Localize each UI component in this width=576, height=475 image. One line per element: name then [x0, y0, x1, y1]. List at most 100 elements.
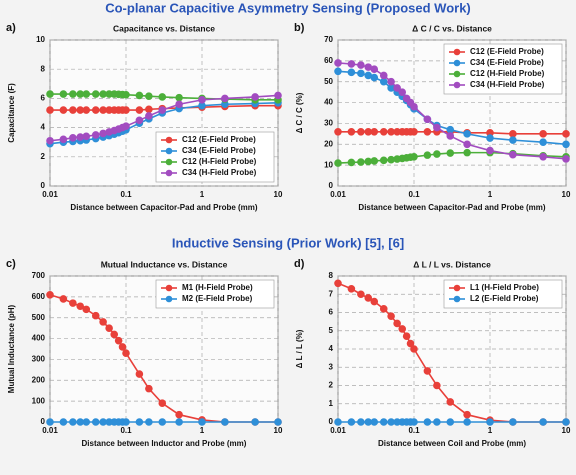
x-tick-label: 0.1: [120, 426, 132, 435]
data-point: [380, 72, 387, 79]
data-point: [176, 94, 183, 101]
data-point: [434, 151, 441, 158]
data-point: [92, 91, 99, 98]
y-tick-label: 300: [32, 355, 46, 364]
y-tick-label: 200: [32, 375, 46, 384]
data-point: [399, 326, 406, 333]
data-point: [540, 139, 547, 146]
data-point: [47, 91, 54, 98]
data-point: [424, 116, 431, 123]
y-tick-label: 0: [329, 181, 334, 190]
data-point: [371, 158, 378, 165]
section-title: Co-planar Capacitive Asymmetry Sensing (…: [105, 0, 471, 15]
y-tick-label: 0: [329, 417, 334, 426]
data-point: [123, 419, 130, 426]
data-point: [380, 78, 387, 85]
y-axis-label: Δ C / C (%): [295, 92, 304, 133]
data-point: [380, 306, 387, 313]
data-point: [70, 135, 77, 142]
panel-label: c): [6, 258, 16, 270]
data-point: [540, 154, 547, 161]
data-point: [275, 419, 282, 426]
data-point: [83, 306, 90, 313]
data-point: [335, 128, 342, 135]
data-point: [70, 300, 77, 307]
data-point: [371, 298, 378, 305]
y-axis-label: Mutual Inductance (pH): [7, 304, 16, 393]
y-tick-label: 70: [324, 35, 333, 44]
data-point: [403, 333, 410, 340]
y-tick-label: 50: [324, 77, 333, 86]
data-point: [60, 107, 67, 114]
data-point: [424, 128, 431, 135]
data-point: [159, 419, 166, 426]
y-tick-label: 0: [41, 181, 46, 190]
data-point: [60, 419, 67, 426]
data-point: [388, 313, 395, 320]
data-point: [159, 107, 166, 114]
data-point: [563, 131, 570, 138]
legend-label: C34 (H-Field Probe): [470, 80, 545, 89]
data-point: [464, 419, 471, 426]
y-tick-label: 600: [32, 292, 46, 301]
data-point: [358, 128, 365, 135]
x-tick-label: 1: [200, 426, 205, 435]
data-point: [146, 419, 153, 426]
data-point: [487, 147, 494, 154]
legend-marker: [454, 296, 461, 303]
data-point: [434, 382, 441, 389]
data-point: [348, 61, 355, 68]
data-point: [159, 94, 166, 101]
data-point: [380, 157, 387, 164]
data-point: [365, 295, 372, 302]
data-point: [92, 312, 99, 319]
data-point: [60, 91, 67, 98]
data-point: [358, 62, 365, 69]
data-point: [464, 411, 471, 418]
data-point: [136, 419, 143, 426]
data-point: [380, 419, 387, 426]
data-point: [100, 319, 107, 326]
data-point: [111, 331, 118, 338]
data-point: [123, 123, 130, 130]
data-point: [434, 124, 441, 131]
y-tick-label: 6: [41, 94, 46, 103]
data-point: [47, 291, 54, 298]
section-title: Inductive Sensing (Prior Work) [5], [6]: [172, 235, 404, 250]
data-point: [335, 160, 342, 167]
x-tick-label: 10: [562, 190, 571, 199]
legend-label: C12 (E-Field Probe): [182, 135, 256, 144]
data-point: [70, 419, 77, 426]
data-point: [388, 78, 395, 85]
data-point: [119, 344, 126, 351]
legend-label: C12 (E-Field Probe): [470, 47, 544, 56]
data-point: [510, 419, 517, 426]
y-tick-label: 40: [324, 98, 333, 107]
y-tick-label: 5: [329, 326, 334, 335]
data-point: [252, 94, 259, 101]
data-point: [159, 400, 166, 407]
x-tick-label: 0.1: [120, 190, 132, 199]
data-point: [348, 419, 355, 426]
chart-title: Δ C / C vs. Distance: [412, 23, 492, 33]
data-point: [487, 419, 494, 426]
data-point: [348, 128, 355, 135]
y-tick-label: 20: [324, 139, 333, 148]
data-point: [447, 399, 454, 406]
legend-label: L1 (H-Field Probe): [470, 283, 539, 292]
data-point: [60, 296, 67, 303]
data-point: [411, 419, 418, 426]
data-point: [136, 117, 143, 124]
legend-marker: [166, 285, 173, 292]
panel-label: a): [6, 22, 16, 34]
x-tick-label: 0.1: [408, 426, 420, 435]
legend-marker: [454, 82, 461, 89]
data-point: [371, 419, 378, 426]
data-point: [60, 136, 67, 143]
data-point: [464, 141, 471, 148]
data-point: [222, 419, 229, 426]
y-tick-label: 4: [329, 344, 334, 353]
x-tick-label: 0.1: [408, 190, 420, 199]
data-point: [447, 419, 454, 426]
data-point: [540, 419, 547, 426]
